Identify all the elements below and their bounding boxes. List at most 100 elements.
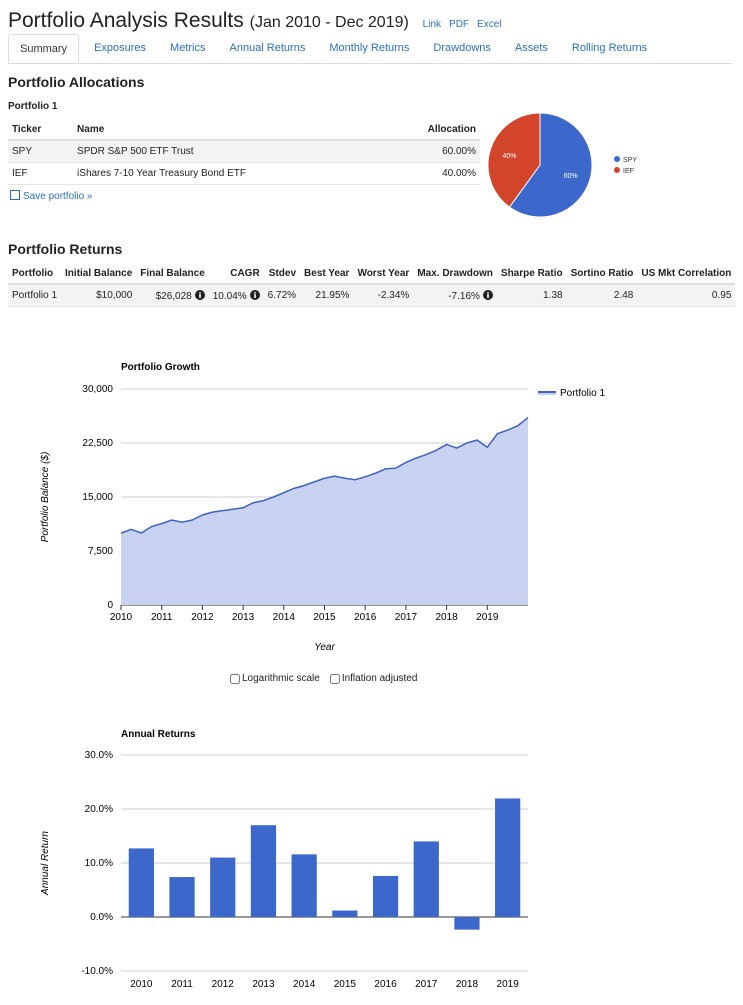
x-tick-label: 2014	[273, 612, 296, 623]
cell-text: $10,000	[96, 290, 133, 301]
y-tick-label: 22,500	[82, 438, 113, 449]
cell: Portfolio 1	[8, 284, 62, 307]
slice-label: 40%	[502, 153, 516, 160]
cell-text: 60.00%	[442, 146, 476, 157]
y-tick-label: 15,000	[82, 492, 113, 503]
info-icon[interactable]	[194, 289, 205, 300]
column-header: Sortino Ratio	[566, 263, 638, 285]
column-header: Allocation	[381, 119, 480, 141]
legend-marker	[614, 167, 620, 173]
line	[120, 417, 529, 534]
cell: 1.38	[496, 284, 567, 307]
y-tick-label: 30.0%	[85, 750, 113, 761]
legend-label: SPY	[623, 157, 637, 164]
option-label[interactable]: Inflation adjusted	[341, 673, 418, 684]
slice-label: 60%	[564, 173, 578, 180]
x-tick-label: 2019	[476, 612, 499, 623]
cell: SPDR S&P 500 ETF Trust	[73, 140, 382, 163]
x-tick-label: 2012	[191, 612, 214, 623]
cell-text: 0.95	[711, 290, 732, 301]
y-tick-label: 10.0%	[85, 858, 113, 869]
x-tick-label: 2010	[110, 612, 133, 623]
title: Portfolio Analysis Results	[8, 9, 244, 32]
cell: $10,000	[61, 284, 137, 307]
y-axis-title: Portfolio Balance ($)	[40, 452, 51, 543]
checkbox[interactable]	[329, 673, 340, 684]
y-tick-label: -10.0%	[81, 966, 113, 977]
cell: 2.48	[566, 284, 638, 307]
x-tick-label: 2016	[354, 612, 377, 623]
y-tick-label: 0.0%	[90, 912, 113, 923]
tab[interactable]: Metrics	[170, 42, 206, 54]
page-title: Portfolio Analysis Results (Jan 2010 - D…	[8, 9, 501, 33]
bar	[454, 917, 480, 930]
link[interactable]: Excel	[477, 19, 502, 30]
column-header: Worst Year	[353, 263, 414, 285]
cell-text: Portfolio 1	[12, 290, 58, 301]
cell: 10.04%	[208, 284, 264, 307]
tab-bar: Summary Exposures Metrics Annual Returns Mon…	[8, 34, 733, 64]
x-tick-label: 2016	[374, 979, 397, 990]
tab[interactable]: Monthly Returns	[329, 42, 410, 54]
y-tick-label: 20.0%	[85, 804, 113, 815]
cell-text: 2.48	[613, 290, 634, 301]
cell: $26,028	[136, 284, 209, 307]
bar	[128, 848, 154, 917]
link[interactable]: PDF	[449, 19, 470, 30]
x-tick-label: 2010	[130, 979, 153, 990]
row: IEF iShares 7-10 Year Treasury Bond ETF 40…	[8, 162, 480, 185]
cell: 40.00%	[381, 162, 480, 185]
cell: 21.95%	[300, 284, 354, 307]
y-tick-label: 0	[107, 600, 113, 611]
option-label[interactable]: Logarithmic scale	[242, 673, 320, 684]
x-tick-label: 2011	[151, 612, 173, 623]
bar	[332, 910, 358, 917]
cell: -2.34%	[353, 284, 414, 307]
x-tick-label: 2019	[497, 979, 520, 990]
link[interactable]: Link	[422, 19, 442, 30]
tab[interactable]: Summary	[8, 34, 80, 63]
tab[interactable]: Drawdowns	[433, 42, 491, 54]
bar	[250, 825, 277, 917]
returns-table: Portfolio Initial Balance Final Balance CAG…	[8, 263, 736, 307]
section-title: Portfolio Returns	[8, 241, 123, 257]
tab[interactable]: Rolling Returns	[571, 42, 648, 54]
cell-text: SPY	[12, 146, 33, 157]
tab[interactable]: Annual Returns	[229, 42, 306, 54]
checkbox[interactable]	[230, 673, 240, 684]
allocation-table: Ticker Name Allocation SPY SPDR S&P 500 ETF …	[8, 119, 480, 185]
save-portfolio[interactable]: Save portfolio »	[10, 190, 93, 202]
tab[interactable]: Exposures	[94, 42, 147, 54]
info-icon[interactable]	[482, 289, 493, 300]
header-row: Portfolio Initial Balance Final Balance CAG…	[8, 263, 736, 285]
chart-title: Annual Returns	[121, 729, 196, 740]
column-header: Name	[73, 119, 382, 141]
option[interactable]: Inflation adjusted	[329, 673, 418, 684]
x-tick-label: 2013	[232, 612, 255, 623]
save-text[interactable]: Save portfolio »	[23, 191, 93, 202]
x-tick-label: 2018	[456, 979, 479, 990]
x-tick-label: 2011	[171, 979, 193, 990]
bar	[413, 841, 439, 917]
portfolio-name: Portfolio 1	[8, 101, 58, 112]
cell: iShares 7-10 Year Treasury Bond ETF	[73, 162, 382, 185]
cell-text: 1.38	[543, 290, 563, 301]
bar	[291, 854, 317, 917]
tab[interactable]: Assets	[514, 42, 548, 54]
cell: -7.16%	[413, 284, 497, 307]
x-tick-label: 2017	[415, 979, 438, 990]
row: Portfolio 1 $10,000 $26,028 10.04% 6.72% 21.9…	[8, 284, 736, 307]
option[interactable]: Logarithmic scale	[230, 673, 320, 684]
column-header: Final Balance	[136, 263, 209, 285]
pie-slice	[487, 112, 541, 208]
column-header: US Mkt Correlation	[637, 263, 736, 285]
chart-title: Portfolio Growth	[121, 362, 200, 373]
chart-options: Logarithmic scale Inflation adjusted	[230, 673, 417, 684]
cell-text: iShares 7-10 Year Treasury Bond ETF	[77, 168, 247, 179]
info-icon[interactable]	[249, 289, 260, 300]
x-tick-label: 2015	[313, 612, 336, 623]
cell-text: 6.72%	[267, 290, 297, 301]
header: Portfolio Analysis Results (Jan 2010 - D…	[8, 9, 501, 33]
